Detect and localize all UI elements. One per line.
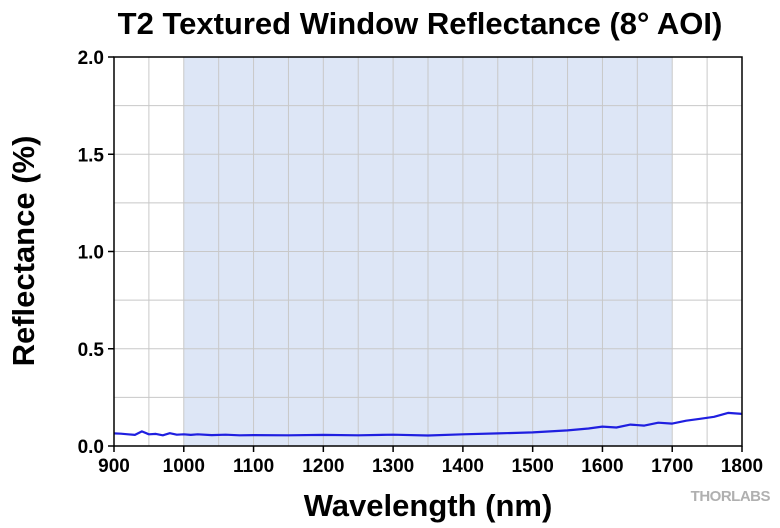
x-tick-label: 1400 <box>442 456 484 477</box>
y-axis-label: Reflectance (%) <box>6 136 41 367</box>
x-tick-label: 1800 <box>721 456 763 477</box>
y-tick-label: 1.0 <box>78 243 104 264</box>
grid-lines <box>114 57 742 446</box>
series-line <box>113 411 743 437</box>
x-tick-label: 900 <box>98 456 130 477</box>
y-tick-label: 2.0 <box>78 48 104 69</box>
plot-area <box>113 56 743 447</box>
thorlabs-logo: THORLABS <box>691 488 771 505</box>
y-axis: 0.0 0.5 1.0 1.5 2.0 <box>78 48 114 458</box>
x-tick-label: 1000 <box>163 456 205 477</box>
y-tick-label: 0.0 <box>78 437 104 458</box>
y-tick-label: 0.5 <box>78 340 105 361</box>
x-tick-label: 1600 <box>581 456 623 477</box>
chart-title: T2 Textured Window Reflectance (8° AOI) <box>118 6 723 41</box>
x-tick-label: 1200 <box>302 456 344 477</box>
y-tick-label: 1.5 <box>78 145 105 166</box>
x-tick-label: 1500 <box>512 456 554 477</box>
x-tick-label: 1100 <box>233 456 274 477</box>
x-axis: 900 1000 1100 1200 1300 1400 1500 1600 1700 1800 <box>98 446 763 477</box>
x-tick-label: 1300 <box>372 456 414 477</box>
x-tick-label: 1700 <box>651 456 693 477</box>
x-axis-label: Wavelength (nm) <box>304 488 553 523</box>
